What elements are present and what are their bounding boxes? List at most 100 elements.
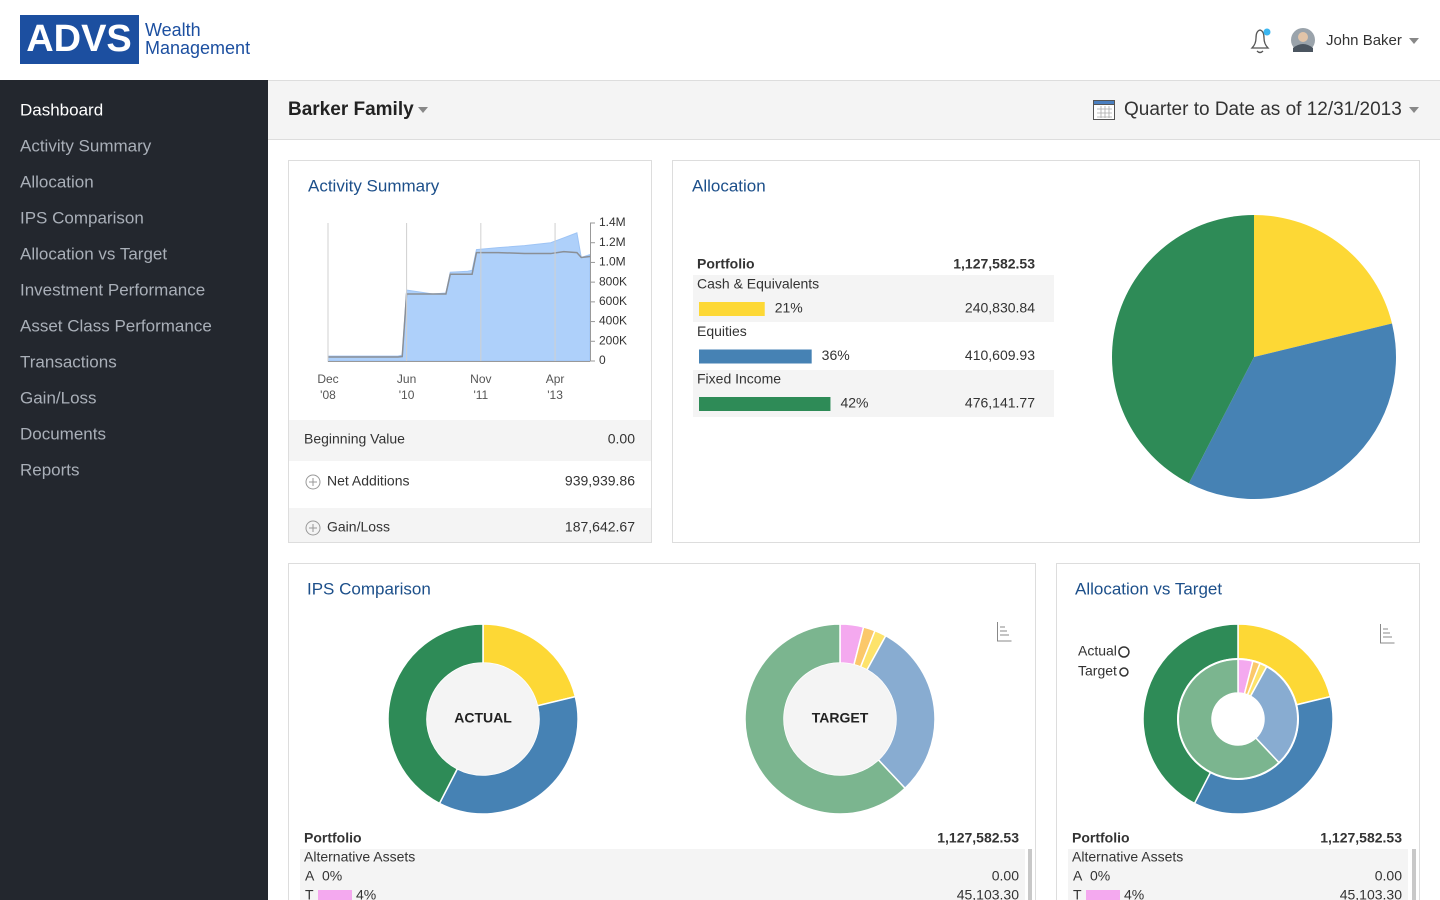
pct-label: 4% [1124,887,1144,900]
row-bg [289,508,651,542]
bar [699,397,831,411]
y-tick-label: 600K [599,294,627,308]
category-label: Alternative Assets [1072,849,1183,865]
legend-marker [1119,667,1129,677]
row-value: 45,103.30 [1340,887,1402,900]
nav-item[interactable]: Transactions [20,352,117,371]
avatar[interactable] [1291,28,1315,52]
row-value: 0.00 [608,431,635,447]
row-key: T [305,887,314,900]
bar [1086,890,1120,900]
value-label: 42% [840,395,868,411]
chart-toggle[interactable] [1380,624,1395,644]
pie-slice [1188,323,1396,499]
amount: 240,830.84 [965,300,1035,316]
row-value: 0.00 [1375,868,1402,884]
scrollbar[interactable] [1028,849,1032,900]
row-label: Net Additions [327,473,410,489]
row-key: T [1073,887,1082,900]
logo-sub: Management [145,38,250,58]
total-label: Portfolio [304,830,362,846]
logo-sub: Wealth [145,20,201,40]
y-tick-label: 200K [599,333,627,347]
period-selector[interactable]: Quarter to Date as of 12/31/2013 [1124,99,1402,120]
panel [1056,563,1420,900]
logo: ADVS [26,18,132,60]
ring-border [1177,658,1299,780]
row-bg [300,849,1025,900]
amount: 476,141.77 [965,395,1035,411]
row-label: Gain/Loss [327,519,390,535]
y-tick-label: 800K [599,274,627,288]
row-key: A [305,868,315,884]
nav-item[interactable]: Asset Class Performance [20,316,212,335]
scrollbar[interactable] [1412,849,1416,900]
category-label: Fixed Income [697,371,781,387]
bar [699,302,765,316]
x-tick-label: Nov '11 [470,372,491,402]
toolbar [268,80,1440,140]
nav-item[interactable]: Reports [20,460,80,479]
expand-icon[interactable] [305,520,321,536]
caret[interactable] [1409,38,1419,44]
chart-toggle[interactable] [997,622,1012,642]
x-tick-label: Jun '10 [397,372,416,402]
nav-item[interactable]: Gain/Loss [20,388,97,407]
nav-item[interactable]: Dashboard [20,100,103,119]
row-bg [1068,849,1408,900]
category-label: Alternative Assets [304,849,415,865]
y-tick-label: 1.4M [599,215,626,229]
caret[interactable] [1409,107,1419,113]
pct-label: 0% [1090,868,1110,884]
row-label: Beginning Value [304,431,405,447]
user-name[interactable]: John Baker [1326,32,1402,49]
y-tick-label: 0 [599,353,606,367]
row-bg [289,420,651,461]
sidebar [0,80,268,900]
total-label: Portfolio [1072,830,1130,846]
caret[interactable] [418,107,428,113]
category-label: Cash & Equivalents [697,276,819,292]
y-tick-label: 400K [599,314,627,328]
donut-hole [784,663,896,775]
legend-item: Actual [1078,643,1117,659]
client-selector[interactable]: Barker Family [288,99,414,120]
pct-label: 4% [356,887,376,900]
amount: 410,609.93 [965,347,1035,363]
notifications[interactable] [1250,28,1271,54]
nav-item[interactable]: Allocation vs Target [20,244,167,263]
x-tick-label: Dec '08 [317,372,338,402]
category-label: Equities [697,323,747,339]
legend-marker [1118,646,1130,658]
legend-item: Target [1078,663,1117,679]
total-value: 1,127,582.53 [1320,830,1402,846]
nav-item[interactable]: Documents [20,424,106,443]
donut-hole [427,663,539,775]
y-tick-label: 1.0M [599,255,626,269]
expand-icon[interactable] [305,474,321,490]
calendar-icon [1093,100,1115,120]
pie-slice [1112,215,1254,484]
panel-title: IPS Comparison [307,579,431,598]
bar [699,349,812,364]
area [327,232,591,362]
panel-title: Activity Summary [308,176,440,195]
total-value: 1,127,582.53 [937,830,1019,846]
pct-label: 0% [322,868,342,884]
y-tick-label: 1.2M [599,235,626,249]
panel-title: Allocation vs Target [1075,579,1222,598]
row-value: 939,939.86 [565,473,635,489]
x-tick-label: Apr '13 [546,372,565,402]
total-label: Portfolio [697,256,755,272]
row-value: 0.00 [992,868,1019,884]
nav-item[interactable]: IPS Comparison [20,208,144,227]
nav-item[interactable]: Allocation [20,172,94,191]
pie-slice [1254,215,1392,357]
nav-item[interactable]: Investment Performance [20,280,205,299]
donut-label: ACTUAL [454,710,512,726]
nav-item[interactable]: Activity Summary [20,136,152,155]
value-label: 21% [775,300,803,316]
total-value: 1,127,582.53 [953,256,1035,272]
